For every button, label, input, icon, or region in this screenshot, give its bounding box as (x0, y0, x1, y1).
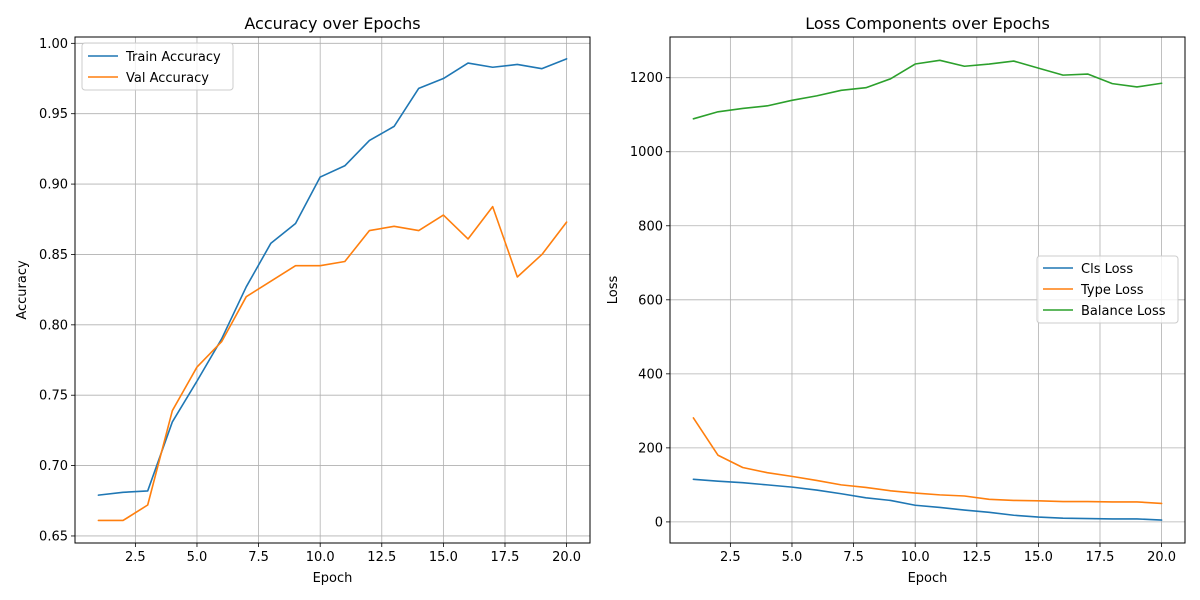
chart-title: Loss Components over Epochs (805, 14, 1050, 33)
x-tick-label: 10.0 (901, 550, 930, 565)
legend-box (1036, 255, 1179, 324)
y-tick-label: 0 (655, 515, 663, 530)
accuracy-chart: Accuracy over Epochs 2.5 5.0 7.5 10.0 12.5 15… (15, 14, 591, 586)
series-lines (97, 58, 568, 522)
y-axis-label: Accuracy (15, 260, 30, 320)
loss-chart: Loss Components over Epochs 2.5 5.0 7.5 10.… (606, 14, 1186, 586)
plot-frame (74, 36, 591, 544)
x-axis-label: Epoch (908, 571, 948, 586)
x-tick-label: 12.5 (962, 550, 991, 565)
y-tick-label: 600 (638, 293, 663, 308)
y-tick-label: 1.00 (39, 37, 68, 52)
y-tick-label: 0.70 (39, 459, 68, 474)
x-tick-label: 17.5 (491, 550, 520, 565)
legend: Train Accuracy Val Accuracy (81, 42, 234, 91)
x-tick-label: 7.5 (248, 550, 269, 565)
legend-label-train-accuracy: Train Accuracy (125, 50, 221, 65)
chart-title: Accuracy over Epochs (244, 14, 420, 33)
y-tick-label: 400 (638, 367, 663, 382)
x-tick-label: 17.5 (1086, 550, 1115, 565)
x-tick-label: 15.0 (429, 550, 458, 565)
y-tick-label: 1200 (630, 71, 663, 86)
legend-label-balance-loss: Balance Loss (1081, 304, 1166, 319)
y-tick-label: 0.90 (39, 178, 68, 193)
grid (75, 37, 590, 543)
y-axis-label: Loss (606, 276, 621, 305)
x-tick-label: 20.0 (1147, 550, 1176, 565)
x-tick-label: 5.0 (782, 550, 803, 565)
y-tick-label: 200 (638, 441, 663, 456)
x-tick-label: 5.0 (187, 550, 208, 565)
x-tick-label: 2.5 (125, 550, 146, 565)
series-line-balance-loss (692, 59, 1163, 120)
legend-label-cls-loss: Cls Loss (1081, 262, 1133, 277)
legend-label-type-loss: Type Loss (1080, 283, 1144, 298)
x-tick-label: 10.0 (306, 550, 335, 565)
y-tick-label: 0.95 (39, 107, 68, 122)
y-tick-label: 0.75 (39, 389, 68, 404)
y-tick-label: 0.85 (39, 248, 68, 263)
ticks: 2.5 5.0 7.5 10.0 12.5 15.0 17.5 20.0 0.65 0.70 0.7… (39, 37, 581, 565)
series-line-type-loss (692, 417, 1163, 505)
series-line-val-accuracy (97, 205, 568, 522)
x-tick-label: 15.0 (1024, 550, 1053, 565)
x-tick-label: 12.5 (367, 550, 396, 565)
plot-frame (669, 36, 1186, 544)
y-tick-label: 1000 (630, 145, 663, 160)
y-tick-label: 0.65 (39, 529, 68, 544)
x-tick-label: 7.5 (843, 550, 864, 565)
legend-box (81, 42, 234, 91)
series-line-train-accuracy (97, 58, 568, 496)
series-line-cls-loss (692, 478, 1163, 521)
x-tick-label: 20.0 (552, 550, 581, 565)
y-tick-label: 800 (638, 219, 663, 234)
legend-label-val-accuracy: Val Accuracy (126, 71, 209, 86)
legend: Cls Loss Type Loss Balance Loss (1036, 255, 1179, 324)
ticks: 2.5 5.0 7.5 10.0 12.5 15.0 17.5 20.0 0 200 400 600 8… (630, 71, 1176, 565)
y-tick-label: 0.80 (39, 318, 68, 333)
x-axis-label: Epoch (313, 571, 353, 586)
series-lines (692, 59, 1163, 521)
x-tick-label: 2.5 (720, 550, 741, 565)
